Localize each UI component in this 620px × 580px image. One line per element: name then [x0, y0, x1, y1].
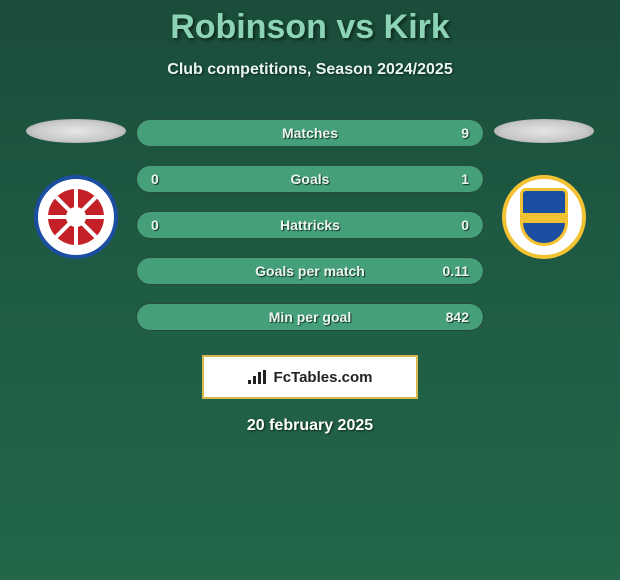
stat-row: Min per goal 842: [136, 303, 484, 331]
team-crest-right: [502, 175, 586, 259]
comparison-area: Matches 9 0 Goals 1 0 Hattricks 0 Goals …: [0, 119, 620, 331]
player-placeholder-right: [494, 119, 594, 143]
wheel-icon: [48, 189, 104, 245]
stat-row: 0 Hattricks 0: [136, 211, 484, 239]
subtitle: Club competitions, Season 2024/2025: [0, 61, 620, 79]
left-column: [16, 119, 136, 259]
stat-right-value: 9: [461, 125, 469, 141]
team-crest-left: [34, 175, 118, 259]
stat-label: Goals per match: [137, 263, 483, 279]
right-column: [484, 119, 604, 259]
shield-icon: [520, 188, 568, 246]
stat-row: 0 Goals 1: [136, 165, 484, 193]
stat-label: Min per goal: [137, 309, 483, 325]
stat-label: Hattricks: [137, 217, 483, 233]
brand-badge[interactable]: FcTables.com: [202, 355, 418, 399]
player-placeholder-left: [26, 119, 126, 143]
bars-icon: [248, 370, 266, 384]
stat-right-value: 0.11: [443, 263, 469, 279]
stats-list: Matches 9 0 Goals 1 0 Hattricks 0 Goals …: [136, 119, 484, 331]
stat-label: Matches: [137, 125, 483, 141]
stat-row: Goals per match 0.11: [136, 257, 484, 285]
footer-date: 20 february 2025: [0, 417, 620, 435]
stat-label: Goals: [137, 171, 483, 187]
brand-text: FcTables.com: [274, 369, 373, 386]
stat-row: Matches 9: [136, 119, 484, 147]
stat-right-value: 1: [461, 171, 469, 187]
page-title: Robinson vs Kirk: [0, 0, 620, 47]
stat-right-value: 0: [461, 217, 469, 233]
stat-right-value: 842: [446, 309, 469, 325]
